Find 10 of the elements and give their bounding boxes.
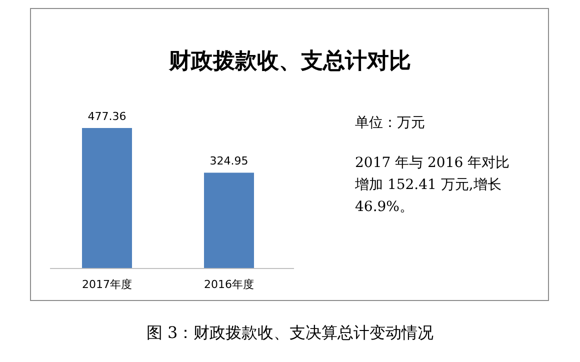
chart-title: 财政拨款收、支总计对比 (168, 48, 411, 74)
data-label: 324.95 (210, 154, 248, 168)
text: 2017 年与 2016 年对比 (355, 155, 510, 171)
data-label: 477.36 (88, 110, 126, 123)
text: 增加 152.41 万元,增长 (354, 177, 502, 193)
caption: 图 3：财政拨款收、支决算总计变动情况 (146, 323, 434, 342)
x-tick-label: 2017年度 (82, 278, 132, 291)
x-tick-label: 2016年度 (204, 278, 254, 291)
text: 46.9%。 (355, 199, 414, 215)
text: 单位：万元 (355, 115, 425, 131)
